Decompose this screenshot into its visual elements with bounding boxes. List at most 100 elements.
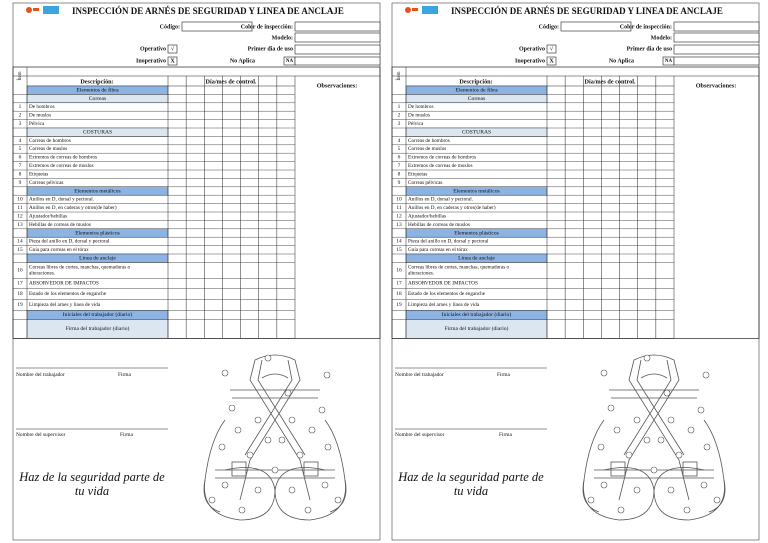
- harness-drawing: [618, 359, 690, 501]
- logo: [405, 7, 411, 13]
- item-number: 2: [19, 113, 22, 119]
- callout: [587, 496, 595, 504]
- field-box: [560, 21, 632, 32]
- callout: [600, 481, 608, 489]
- section-heading: COSTURAS: [83, 129, 112, 135]
- item-number: 17: [17, 281, 23, 287]
- item-number: 16: [396, 268, 402, 274]
- callout: [234, 426, 242, 434]
- inspection-form: INSPECCIÓN DE ARNÉS DE SEGURIDAD Y LINEA…: [391, 2, 760, 541]
- section-heading: Firma del trabajador (diario): [66, 325, 130, 332]
- item-description: Pélvica: [29, 121, 45, 127]
- item-number: 8: [398, 171, 401, 177]
- item-number: 2: [398, 113, 401, 119]
- callout: [713, 496, 721, 504]
- section-heading: Elementos de fibra: [76, 86, 119, 93]
- harness-drawing: [623, 359, 685, 456]
- item-number: 15: [396, 247, 402, 253]
- harness-buckle: [682, 461, 698, 477]
- callout: [228, 404, 236, 412]
- item-number: 12: [396, 213, 402, 219]
- text-line: Correas libres de cortes, manchas, quema…: [408, 265, 510, 271]
- signature-label: Firma: [118, 372, 131, 378]
- item-number: 15: [17, 247, 23, 253]
- item-description: Estado de los elementos de enganche: [408, 291, 486, 297]
- slogan: tu vida: [454, 484, 488, 498]
- section-heading: Elementos metálicos: [74, 188, 120, 194]
- section-heading: COSTURAS: [462, 129, 491, 135]
- callout: [657, 436, 665, 444]
- item-description: Hebillas de correas de muslos: [408, 222, 470, 228]
- signature-label: Firma: [499, 432, 512, 438]
- form-title: INSPECCIÓN DE ARNÉS DE SEGURIDAD Y LINEA…: [451, 6, 723, 16]
- field-box: [294, 32, 381, 43]
- item-number: 10: [17, 197, 23, 203]
- section-heading: Linea de anclaje: [458, 255, 495, 261]
- callout: [334, 496, 342, 504]
- field-box: [673, 32, 760, 43]
- item-number: 13: [396, 222, 402, 228]
- item-description: Extremos de correas de hombros: [29, 155, 97, 161]
- label: X: [549, 58, 554, 64]
- item-description: Ajustador/hebillas: [408, 213, 446, 219]
- item-number: 11: [396, 205, 401, 211]
- item-number: 3: [19, 121, 22, 127]
- item-description: Anillos en D, dorsal y pectoral.: [408, 197, 473, 203]
- item-number: 14: [17, 239, 23, 245]
- item-description: Limpieza del arnes y linea de vida: [29, 302, 101, 308]
- label: Operativo: [140, 46, 166, 52]
- callout: [683, 506, 691, 514]
- item-number: 6: [19, 155, 22, 161]
- callout: [600, 369, 608, 377]
- item-number: 10: [396, 197, 402, 203]
- harness-drawing: [653, 419, 725, 521]
- item-number: 5: [19, 146, 22, 152]
- label: √: [550, 45, 554, 52]
- item-description: Correas de hombros: [29, 138, 71, 144]
- item-number: 4: [398, 138, 401, 144]
- label: Primer dia de uso: [248, 46, 293, 52]
- field-box: [294, 44, 381, 55]
- harness-drawing: [609, 389, 699, 399]
- label: Código:: [539, 24, 559, 30]
- callout: [271, 466, 279, 474]
- signature-label: Firma: [120, 432, 133, 438]
- item-number: 1: [19, 104, 22, 110]
- label: Descripción:: [80, 78, 113, 85]
- item-number: 13: [17, 222, 23, 228]
- callout: [288, 486, 296, 494]
- callout: [264, 436, 272, 444]
- section-heading: Iniciales del trabajador (diario): [442, 311, 512, 318]
- item-number: 8: [19, 171, 22, 177]
- logo: [412, 8, 418, 11]
- callout: [296, 451, 304, 459]
- item-description: Pieza del anillo en D, dorsal y pectoral: [408, 239, 489, 245]
- label: Operativo: [519, 46, 545, 52]
- field-box: [546, 44, 557, 54]
- item-number: 4: [19, 138, 22, 144]
- item-description: Anillos en D, dorsal y pectoral.: [29, 197, 94, 203]
- item-description: Limpieza del arnes y linea de vida: [408, 302, 480, 308]
- item-number: 17: [396, 281, 402, 287]
- label: NA: [286, 59, 294, 64]
- field-box: [673, 44, 760, 55]
- harness-drawing: [582, 479, 726, 513]
- label: Inoperativo: [136, 58, 166, 64]
- label: Ítem: [17, 71, 23, 80]
- callout: [597, 443, 605, 451]
- section-heading: Firma del trabajador (diario): [445, 325, 509, 332]
- harness-buckle: [303, 461, 319, 477]
- item-description: De muslos: [408, 113, 430, 119]
- item-number: 14: [396, 239, 402, 245]
- label: Descripción:: [459, 78, 492, 85]
- callout: [700, 481, 708, 489]
- item-description: Extremos de correas de muslos: [408, 163, 473, 169]
- callout: [218, 443, 226, 451]
- item-description: Guía para correas en el tórax: [408, 247, 468, 253]
- item-description: De hombros: [408, 104, 434, 110]
- item-description: Extremos de correas de muslos: [29, 163, 94, 169]
- callout: [308, 426, 316, 434]
- label: No Aplica: [609, 58, 634, 64]
- callout: [675, 451, 683, 459]
- callout: [703, 443, 711, 451]
